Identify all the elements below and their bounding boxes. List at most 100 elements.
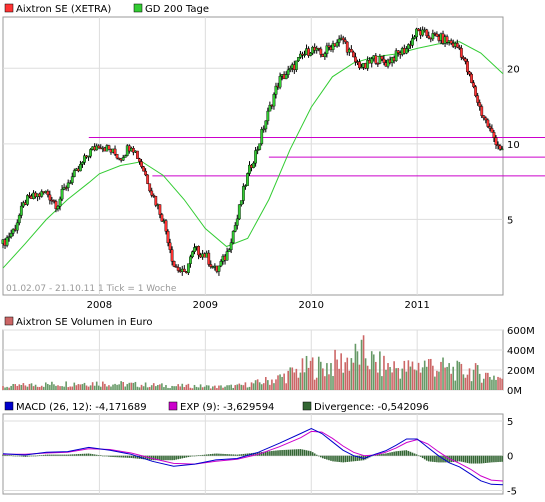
volume-bar (77, 384, 80, 390)
macd-divergence-bar (385, 453, 387, 456)
macd-divergence-bar (293, 449, 296, 456)
volume-bar (193, 384, 196, 390)
macd-divergence-bar (169, 455, 171, 461)
price-candles (1, 26, 504, 276)
macd-divergence-bar (324, 455, 326, 459)
candle-body (241, 186, 245, 201)
candle-body (191, 251, 194, 258)
volume-bar (236, 384, 239, 390)
volume-bar (250, 382, 253, 390)
volume-bar (47, 384, 49, 390)
macd-divergence-bar (340, 455, 342, 463)
macd-divergence-bar (501, 455, 503, 462)
macd-divergence-bar (91, 454, 94, 456)
macd-divergence-bar (47, 454, 49, 456)
candle-body (498, 145, 502, 150)
candle-body (19, 205, 23, 216)
macd-divergence-bar (497, 455, 499, 463)
candle-body (455, 43, 459, 48)
volume-bar (177, 384, 179, 390)
candle-body (81, 162, 84, 165)
macd-legend-swatch-1 (168, 401, 178, 411)
volume-bar (317, 356, 320, 390)
volume-bar (338, 368, 340, 390)
candle-body (472, 82, 475, 87)
volume-bar (450, 373, 452, 390)
volume-bar (116, 384, 118, 390)
volume-bar (319, 361, 322, 390)
macd-divergence-bar (118, 455, 120, 458)
volume-bar (364, 358, 367, 390)
macd-divergence-bar (6, 455, 8, 456)
macd-divergence-bar (389, 452, 391, 456)
macd-ytick-label: 0 (507, 452, 513, 463)
candle-body (470, 73, 473, 83)
macd-divergence-bar (69, 454, 72, 456)
candle-body (176, 267, 180, 271)
volume-bar (342, 372, 345, 390)
candle-body (345, 41, 349, 53)
volume-bar (387, 363, 389, 390)
macd-divergence-bar (246, 453, 249, 456)
volume-bar (14, 384, 17, 390)
candle-body (83, 155, 86, 163)
volume-bar (181, 383, 184, 390)
volume-bar (252, 383, 255, 390)
macd-divergence-bar (383, 453, 385, 456)
candle-body (150, 190, 154, 196)
macd-divergence-bar (387, 452, 389, 456)
volume-bar (99, 386, 102, 390)
candle-body (496, 144, 500, 146)
volume-bar (212, 386, 214, 390)
macd-divergence-bar (480, 455, 483, 464)
macd-divergence-bar (423, 455, 426, 460)
macd-divergence-bar (379, 454, 381, 456)
macd-divergence-bar (291, 449, 294, 456)
candle-body (464, 58, 467, 62)
macd-divergence-bar (77, 454, 80, 456)
macd-divergence-bar (163, 455, 165, 461)
macd-divergence-bar (81, 453, 84, 456)
macd-divergence-bar (430, 455, 432, 462)
volume-bar (405, 371, 408, 390)
macd-divergence-bar (97, 455, 100, 456)
macd-divergence-bar (485, 455, 487, 463)
volume-ytick-label: 200M (507, 366, 535, 377)
candle-body (421, 29, 425, 36)
candle-body (500, 148, 504, 151)
gd200-line-group (2, 41, 504, 269)
volume-bar (366, 365, 369, 390)
volume-bar (24, 385, 27, 390)
volume-bar (283, 373, 285, 390)
macd-divergence-bar (285, 449, 287, 456)
macd-divergence-bar (309, 451, 312, 456)
volume-bar (330, 363, 332, 390)
volume-bar (493, 375, 495, 390)
candle-body (366, 60, 370, 69)
macd-divergence-bar (116, 455, 118, 458)
volume-bar (432, 365, 434, 390)
volume-bar (44, 382, 47, 390)
volume-bar (444, 367, 446, 390)
volume-bar (10, 385, 12, 390)
macd-divergence-bar (319, 455, 322, 458)
volume-bar (93, 385, 96, 390)
candle-body (278, 76, 282, 88)
macd-divergence-bar (236, 454, 239, 456)
candle-body (72, 170, 76, 177)
volume-bar (258, 382, 261, 390)
macd-divergence-bar (205, 454, 208, 456)
volume-bar (269, 384, 271, 390)
macd-divergence-bar (313, 453, 316, 456)
macd-divergence-bar (264, 451, 267, 456)
volume-bar (234, 385, 237, 390)
candle-body (435, 33, 439, 37)
volume-bar (452, 366, 455, 390)
volume-bar (313, 379, 316, 390)
volume-bar (311, 357, 314, 390)
candle-body (286, 69, 290, 75)
candle-body (186, 263, 190, 274)
volume-bar (53, 384, 55, 390)
macd-divergence-bar (303, 449, 306, 456)
volume-bar (4, 387, 6, 390)
